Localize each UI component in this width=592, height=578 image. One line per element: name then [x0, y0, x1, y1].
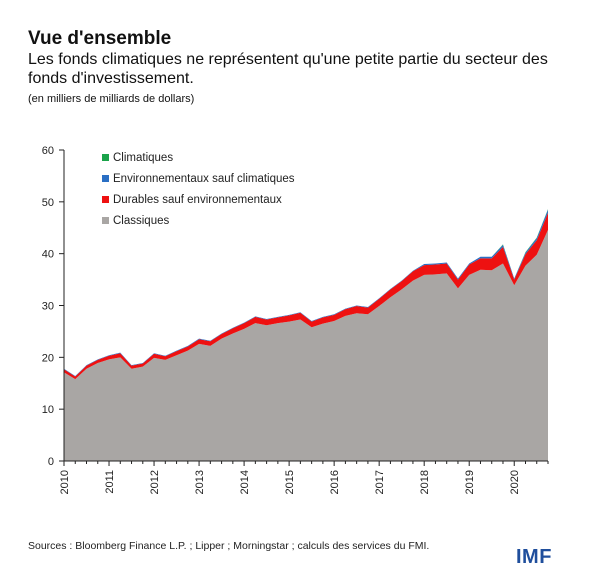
- x-tick-label: 2015: [284, 470, 296, 494]
- legend-swatch: [102, 196, 109, 203]
- x-tick-label: 2019: [464, 470, 476, 494]
- legend: Climatiques Environnementaux sauf climati…: [102, 152, 295, 227]
- units-note: (en milliers de milliards de dollars): [28, 93, 195, 105]
- legend-swatch: [102, 217, 109, 224]
- axes: 0 10 20 30 40 50 60 2010 2011 2012 2013 2014 2015 201…: [42, 145, 549, 494]
- x-tick-label: 2013: [194, 470, 206, 494]
- y-tick-label: 40: [42, 249, 54, 261]
- source-note: Sources : Bloomberg Finance L.P. ; Lippe…: [28, 540, 430, 552]
- y-tick-label: 30: [42, 301, 54, 313]
- x-tick-label: 2018: [419, 470, 431, 494]
- y-tick-label: 60: [42, 145, 54, 157]
- y-tick-label: 10: [42, 404, 54, 416]
- area-layers: [64, 209, 548, 461]
- legend-label: Environnementaux sauf climatiques: [113, 173, 295, 185]
- x-tick-label: 2017: [374, 470, 386, 494]
- legend-swatch: [102, 175, 109, 182]
- x-tick-label: 2010: [59, 470, 71, 494]
- area-classiques: [64, 229, 548, 461]
- x-tick-label: 2012: [149, 470, 161, 494]
- x-tick-label: 2016: [329, 470, 341, 494]
- y-tick-label: 20: [42, 352, 54, 364]
- legend-swatch: [102, 154, 109, 161]
- legend-label: Classiques: [113, 215, 169, 227]
- chart-title: Vue d'ensemble: [28, 28, 172, 49]
- x-tick-label: 2020: [509, 470, 521, 494]
- x-tick-label: 2011: [104, 470, 116, 494]
- chart-subtitle: Les fonds climatiques ne représentent qu…: [28, 51, 548, 87]
- imf-logo: IMF: [516, 546, 552, 568]
- y-tick-label: 0: [48, 456, 54, 468]
- y-tick-label: 50: [42, 197, 54, 209]
- legend-label: Climatiques: [113, 152, 173, 164]
- legend-label: Durables sauf environnementaux: [113, 194, 282, 206]
- x-tick-label: 2014: [239, 470, 251, 494]
